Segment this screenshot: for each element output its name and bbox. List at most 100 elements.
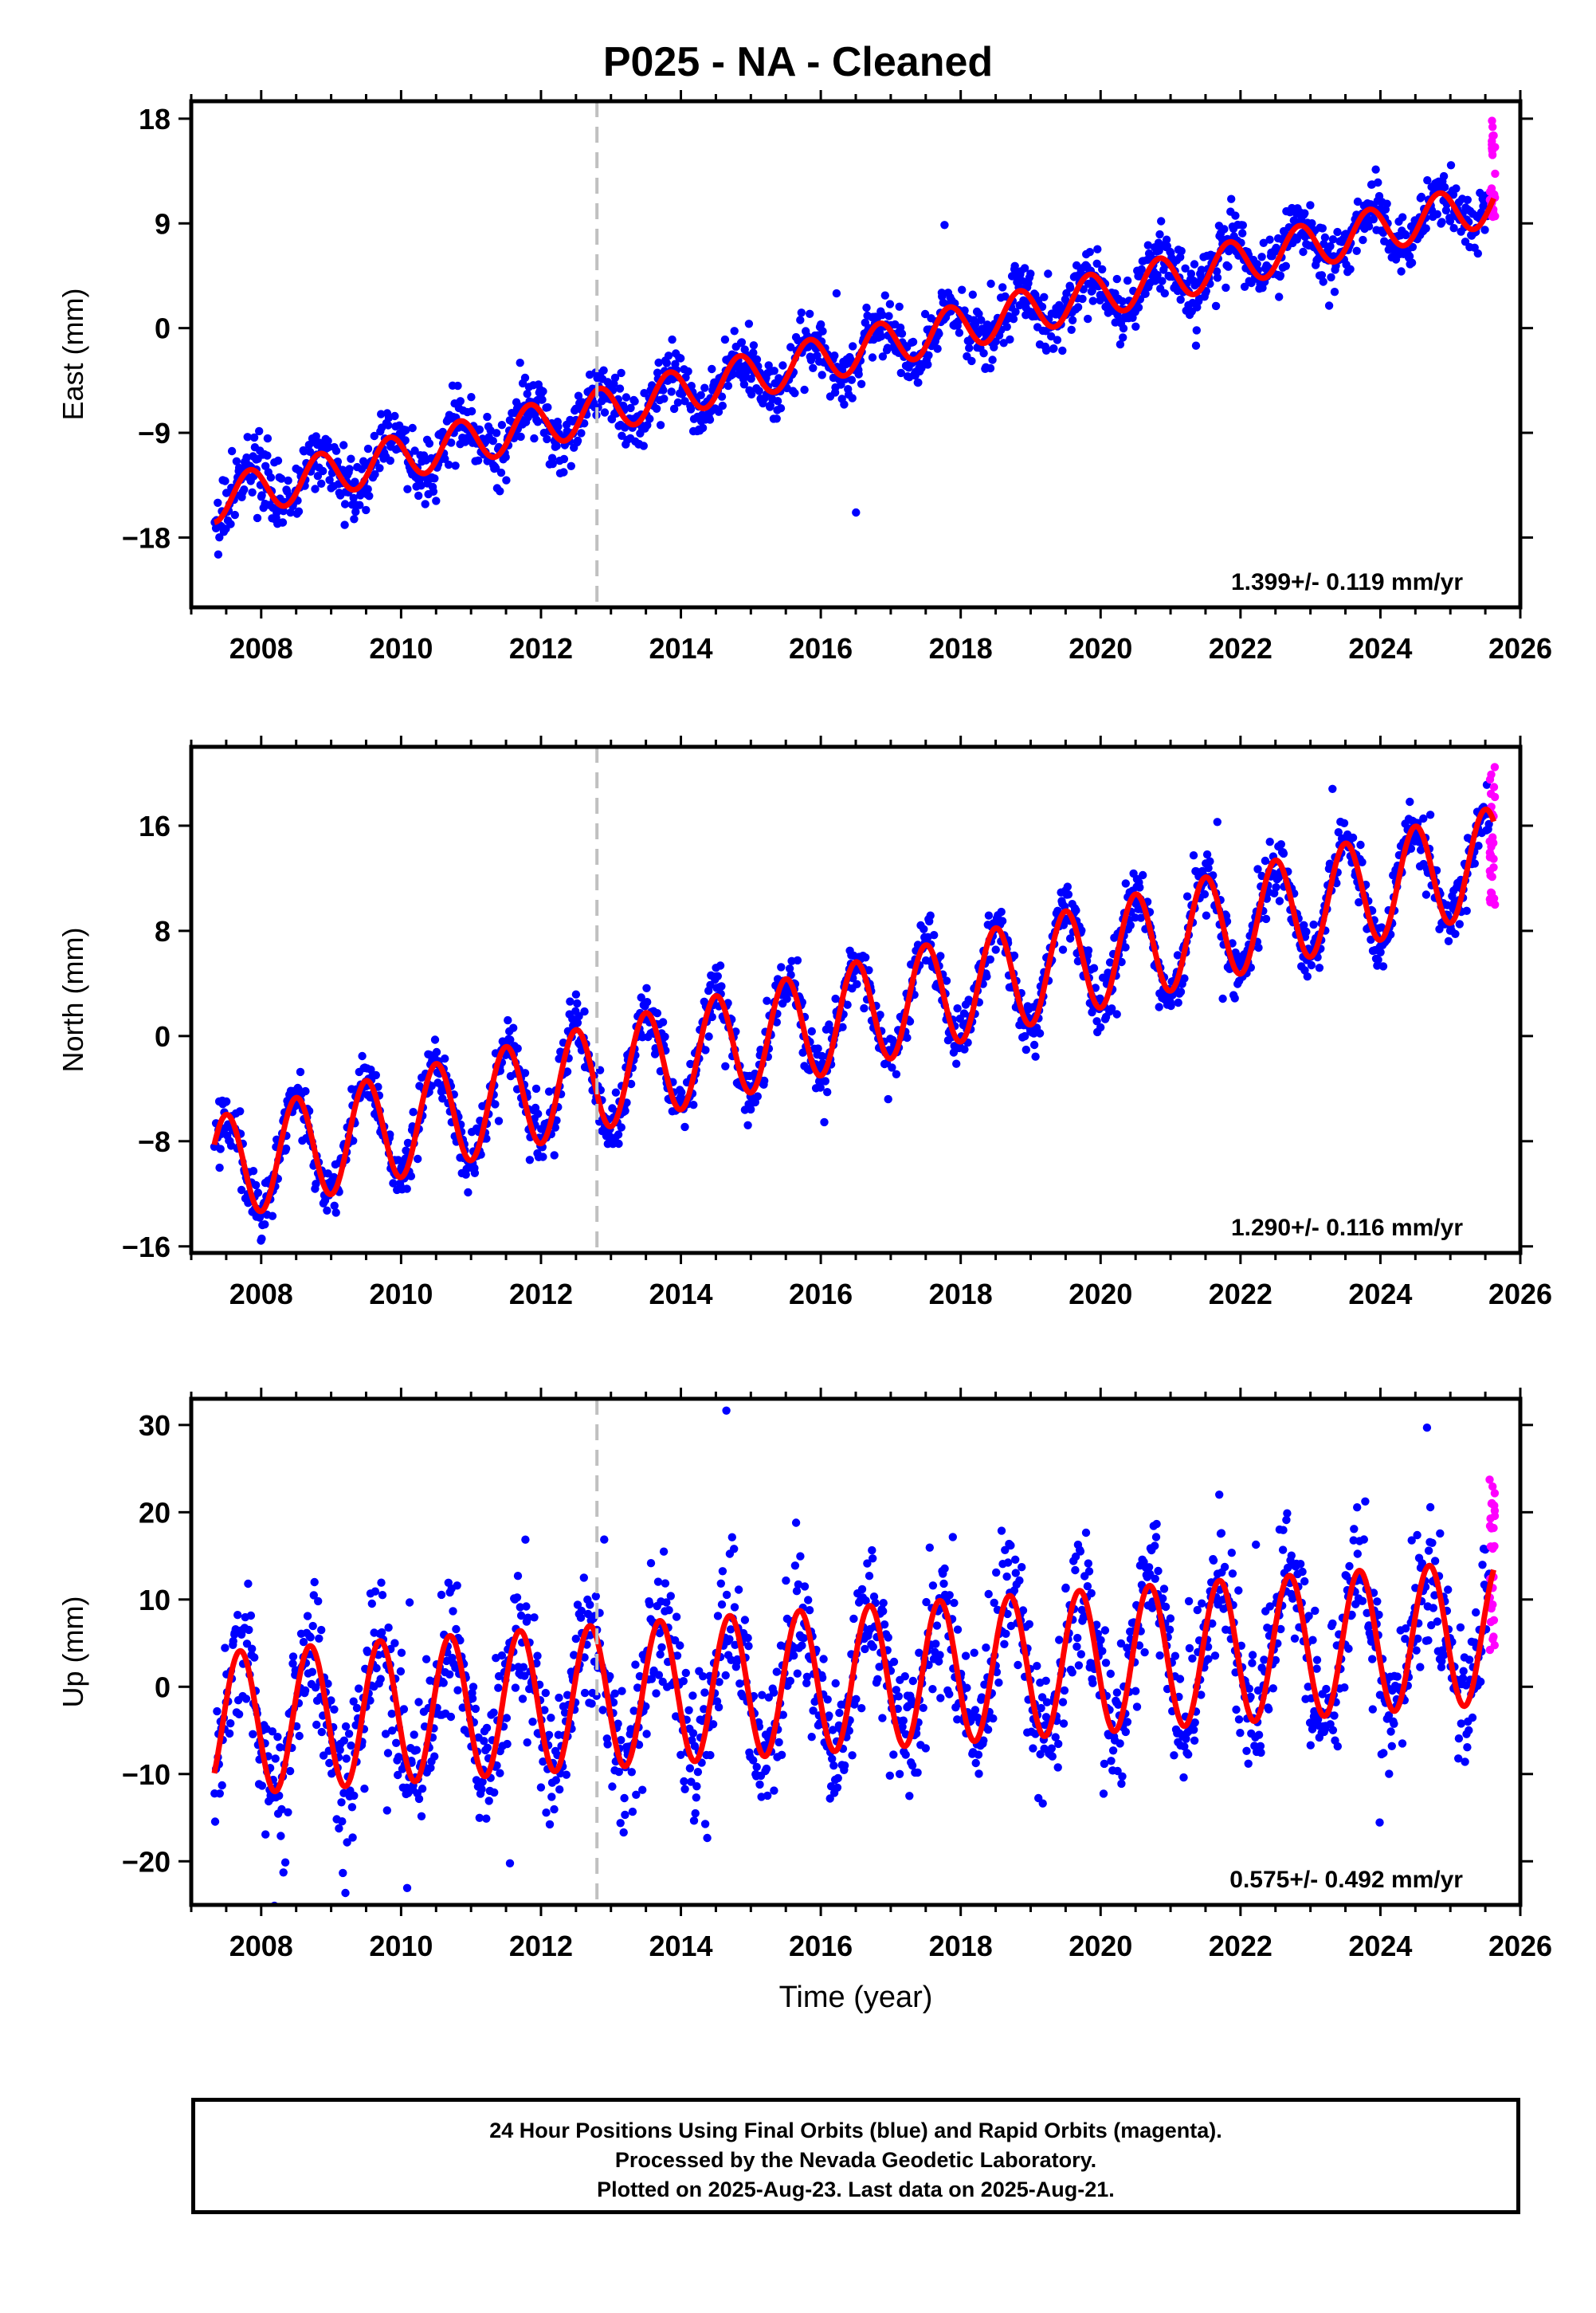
- data-point: [743, 1121, 752, 1130]
- data-point: [1119, 324, 1128, 333]
- data-point: [550, 1804, 559, 1814]
- data-point: [1406, 797, 1414, 807]
- data-point: [350, 1791, 359, 1801]
- data-point: [706, 1750, 715, 1760]
- data-point: [1227, 194, 1236, 203]
- data-point: [1440, 183, 1449, 192]
- data-point: [550, 1151, 559, 1160]
- data-point: [933, 344, 942, 353]
- data-point: [1131, 1687, 1140, 1695]
- x-tick-label: 2016: [789, 632, 853, 665]
- data-point: [1421, 890, 1431, 899]
- data-point: [342, 1754, 351, 1763]
- data-point: [919, 1703, 927, 1712]
- data-point: [885, 1771, 895, 1780]
- data-point: [1170, 1751, 1178, 1760]
- data-point: [1238, 221, 1248, 230]
- data-point: [1200, 889, 1210, 899]
- data-point: [1307, 960, 1316, 970]
- data-point: [534, 1109, 543, 1118]
- data-point: [797, 308, 806, 317]
- data-point: [1098, 1647, 1107, 1655]
- data-point: [700, 1688, 709, 1697]
- data-point: [1161, 1602, 1171, 1612]
- data-point: [619, 1828, 628, 1837]
- data-point: [1152, 1519, 1161, 1529]
- data-point: [884, 312, 893, 320]
- data-point: [1359, 235, 1367, 245]
- data-point: [895, 1769, 904, 1778]
- data-point: [734, 1585, 743, 1594]
- data-point: [1281, 261, 1291, 270]
- data-point: [234, 1710, 244, 1718]
- data-point: [772, 1667, 781, 1676]
- data-point: [464, 1188, 473, 1197]
- data-point: [614, 1130, 623, 1139]
- y-tick-label: 16: [139, 810, 171, 842]
- data-point: [676, 354, 685, 363]
- data-point: [762, 1764, 771, 1773]
- north-rate-label: 1.290+/- 0.116 mm/yr: [1231, 1215, 1463, 1241]
- data-point: [1031, 1052, 1040, 1061]
- data-point: [513, 1044, 522, 1053]
- data-point: [271, 1754, 280, 1763]
- data-point: [244, 1579, 253, 1588]
- data-point: [1038, 1799, 1047, 1808]
- data-point: [823, 1695, 832, 1704]
- data-point: [491, 1100, 500, 1109]
- data-point: [396, 1667, 406, 1676]
- data-point: [521, 1535, 530, 1544]
- data-point: [1257, 253, 1266, 261]
- data-point: [1184, 1750, 1193, 1759]
- data-point: [280, 1858, 290, 1867]
- data-point: [429, 487, 438, 496]
- data-point: [868, 353, 877, 362]
- data-point: [611, 1088, 621, 1097]
- data-point: [843, 1000, 852, 1009]
- data-point: [236, 1107, 245, 1116]
- data-point: [989, 1714, 998, 1723]
- data-point: [1421, 224, 1430, 233]
- data-point: [1174, 998, 1182, 1007]
- data-point: [687, 382, 696, 391]
- data-point: [645, 414, 654, 423]
- data-point: [805, 1606, 814, 1615]
- data-point: [414, 491, 423, 501]
- data-point: [1101, 1659, 1111, 1667]
- data-point: [720, 335, 730, 344]
- data-point: [227, 446, 237, 456]
- x-tick-label: 2010: [369, 1278, 433, 1310]
- data-point: [1010, 261, 1019, 270]
- data-point: [1118, 1772, 1127, 1781]
- data-point: [1449, 224, 1458, 233]
- data-point: [1202, 911, 1211, 920]
- data-point: [786, 343, 795, 351]
- rapid-data-point: [1488, 116, 1496, 125]
- data-point: [310, 1577, 319, 1587]
- data-point: [406, 1172, 416, 1180]
- x-tick-label: 2026: [1488, 1278, 1552, 1310]
- data-point: [530, 434, 539, 443]
- data-point: [1063, 882, 1072, 891]
- data-point: [1092, 259, 1101, 268]
- data-point: [773, 397, 782, 406]
- data-point: [1308, 219, 1316, 228]
- data-point: [552, 442, 561, 450]
- data-point: [778, 361, 787, 370]
- data-point: [1408, 242, 1418, 252]
- data-point: [908, 337, 918, 347]
- data-point: [378, 1628, 386, 1637]
- data-point: [390, 411, 399, 421]
- data-point: [713, 972, 722, 981]
- data-point: [301, 1086, 310, 1096]
- east-rate-label: 1.399+/- 0.119 mm/yr: [1231, 569, 1463, 595]
- data-point: [1179, 1773, 1188, 1782]
- up-panel: 2008 2010 2012 2014 2016 2018 2020 2022 2024 2026…: [57, 1388, 1552, 2014]
- data-point: [409, 1108, 418, 1117]
- data-point: [1446, 161, 1456, 170]
- data-point: [749, 348, 758, 357]
- data-point: [399, 1705, 409, 1714]
- data-point: [939, 1579, 948, 1588]
- data-point: [840, 400, 849, 409]
- rapid-data-point: [1489, 863, 1498, 872]
